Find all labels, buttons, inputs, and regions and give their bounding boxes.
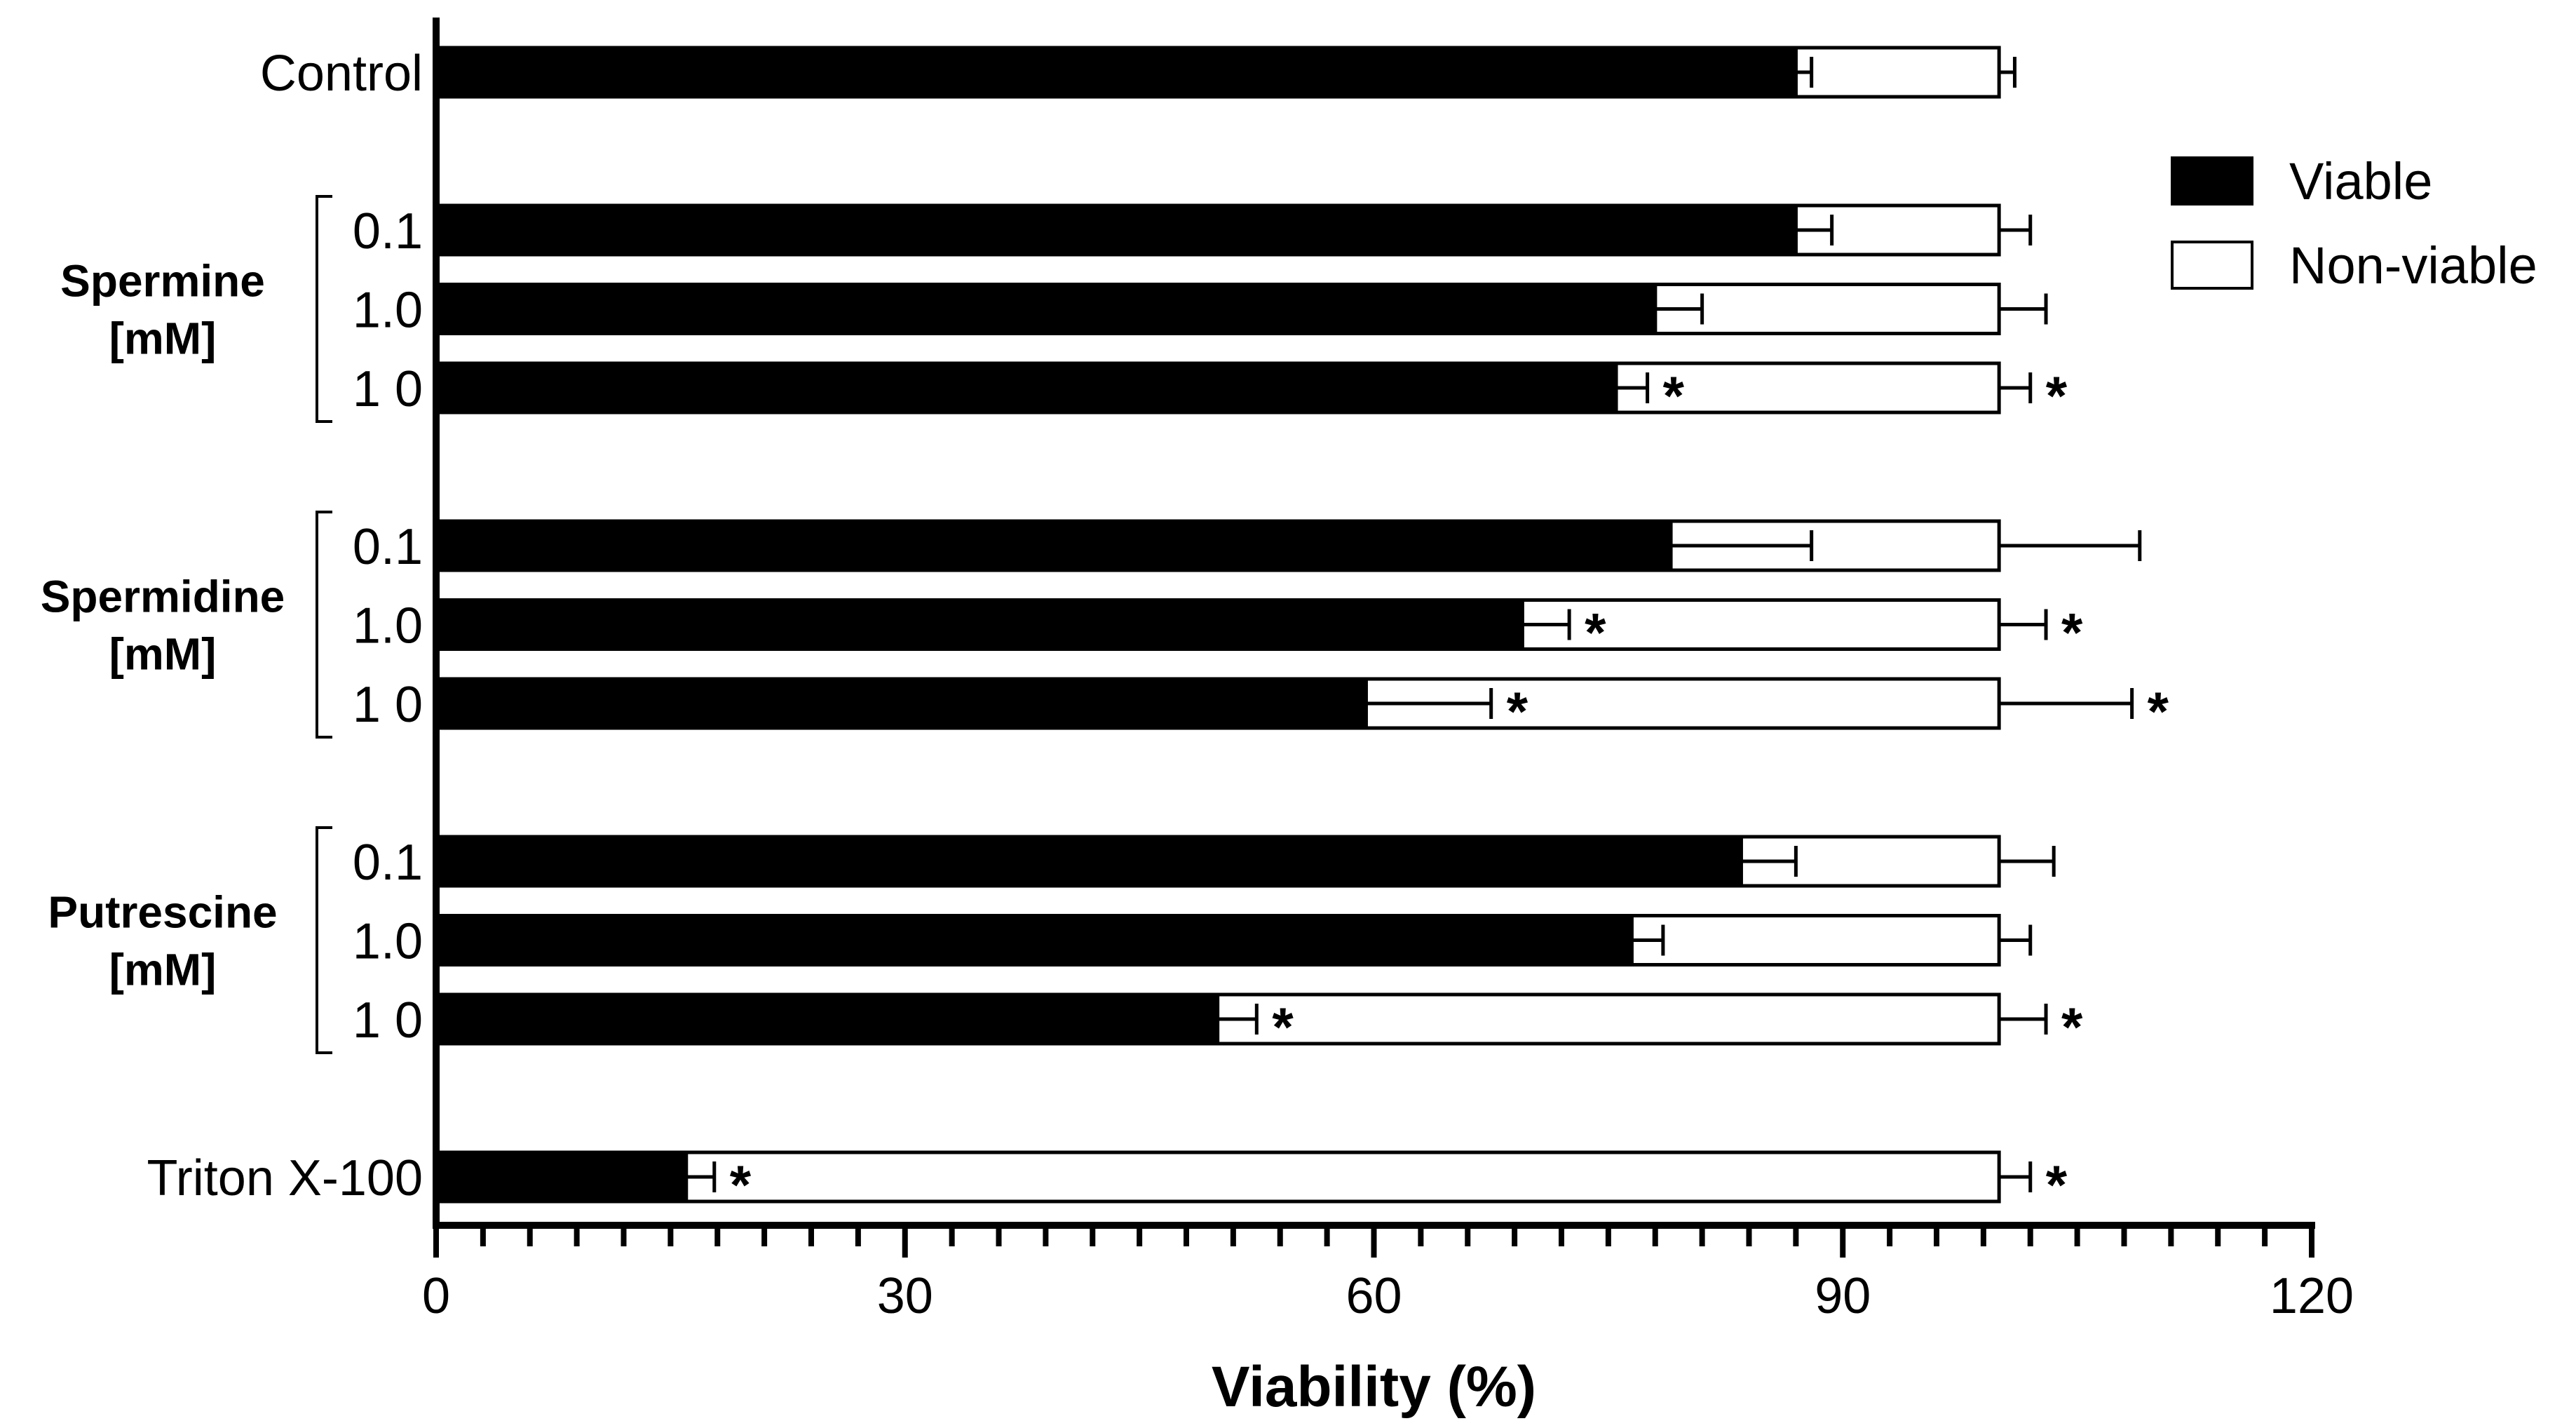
significance-star-viable: *: [1585, 602, 1606, 664]
group-label: Spermidine: [41, 572, 285, 622]
x-tick-label: 90: [1815, 1268, 1871, 1324]
significance-star-nonviable: *: [2046, 365, 2068, 426]
bar-viable: [434, 677, 1368, 730]
category-label: 0.1: [353, 519, 423, 575]
legend-label: Viable: [2289, 152, 2432, 210]
bar-nonviable: [1629, 914, 2001, 966]
bar-nonviable: [1520, 598, 2001, 651]
significance-star-viable: *: [1272, 996, 1294, 1058]
x-tick-label: 0: [422, 1268, 450, 1324]
x-axis: 0 30 60 90 120 Viability (%): [422, 18, 2354, 1419]
group-label-unit: [mM]: [109, 314, 217, 364]
category-labels: Control 0.1 1.0 1 0 0.1 1.0 1 0 0.1 1.0 1 0 Triton…: [41, 46, 423, 1206]
category-label: 1 0: [353, 677, 423, 733]
significance-star-nonviable: *: [2046, 1154, 2068, 1215]
group-bracket: [316, 511, 332, 739]
bar-nonviable: [1739, 835, 2001, 888]
bar-nonviable: [1614, 361, 2001, 415]
bar-viable: [434, 46, 1798, 99]
category-label: Triton X-100: [147, 1150, 423, 1206]
bar-viable: [434, 1150, 689, 1204]
bar-viable: [434, 203, 1798, 257]
legend-swatch: [2171, 241, 2253, 290]
bar-nonviable: [1653, 283, 2001, 335]
legend-label: Non-viable: [2289, 236, 2537, 295]
bar-viable: [434, 992, 1220, 1046]
bar-nonviable: [684, 1150, 2001, 1204]
category-label: 1.0: [353, 914, 423, 970]
x-tick-label: 30: [877, 1268, 933, 1324]
bars-layer: * * * * * * * * * *: [434, 46, 2169, 1215]
bar-viable: [434, 598, 1524, 651]
group-label: Spermine: [60, 256, 265, 307]
group-bracket: [316, 826, 332, 1054]
bar-viable: [434, 519, 1673, 572]
category-label: 0.1: [353, 835, 423, 891]
category-label: Control: [260, 46, 423, 102]
significance-star-nonviable: *: [2061, 996, 2083, 1058]
bar-viable: [434, 361, 1618, 415]
category-label: 0.1: [353, 203, 423, 260]
bar-nonviable: [1216, 992, 2001, 1046]
category-label: 1 0: [353, 361, 423, 417]
significance-star-viable: *: [730, 1154, 752, 1215]
category-label: 1.0: [353, 283, 423, 339]
significance-star-nonviable: *: [2148, 680, 2169, 742]
bar-nonviable: [1794, 46, 2001, 99]
significance-star-viable: *: [1507, 680, 1528, 742]
group-label-unit: [mM]: [109, 629, 217, 680]
bar-viable: [434, 283, 1658, 335]
legend-swatch: [2171, 156, 2253, 206]
bar-viable: [434, 835, 1743, 888]
x-tick-label: 60: [1345, 1268, 1402, 1324]
group-label-unit: [mM]: [109, 945, 217, 995]
bar-viable: [434, 914, 1634, 966]
category-label: 1.0: [353, 598, 423, 654]
group-label: Putrescine: [48, 887, 277, 938]
category-label: 1 0: [353, 992, 423, 1049]
x-axis-title: Viability (%): [1212, 1355, 1536, 1419]
group-bracket: [316, 195, 332, 423]
significance-star-viable: *: [1663, 365, 1685, 426]
legend: Viable Non-viable: [2171, 152, 2537, 295]
significance-star-nonviable: *: [2061, 602, 2083, 664]
x-tick-label: 120: [2270, 1268, 2354, 1324]
